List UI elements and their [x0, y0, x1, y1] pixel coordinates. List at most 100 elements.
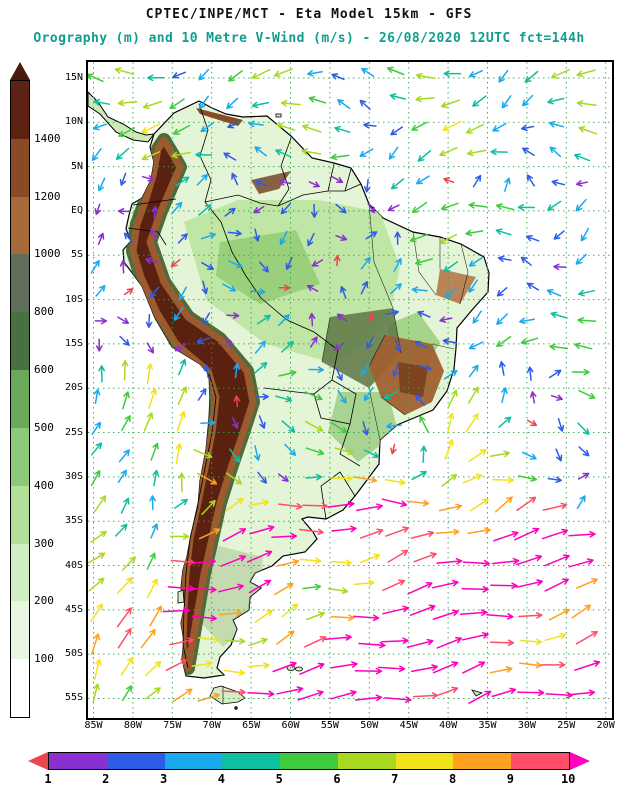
wind-arrow — [93, 495, 107, 513]
orography-colorbar-segment — [11, 254, 29, 313]
wind-arrow — [417, 149, 432, 162]
wind-arrow — [227, 229, 242, 237]
wind-arrow — [467, 386, 479, 404]
wind-arrow — [120, 656, 134, 676]
wind-arrow — [522, 147, 535, 157]
wind-arrow — [221, 688, 246, 696]
orography-scale-label: 100 — [34, 652, 54, 666]
wind-arrow — [496, 335, 512, 347]
wind-arrow — [467, 527, 491, 535]
lat-label: 30S — [64, 470, 83, 482]
wind-arrow — [383, 390, 399, 400]
wind-arrow — [520, 337, 539, 345]
wind-arrow — [116, 607, 132, 628]
wind-arrow — [334, 125, 351, 133]
wind-arrow — [90, 260, 100, 274]
wind-arrow — [233, 395, 241, 408]
wind-arrow — [169, 637, 194, 646]
wind-arrow — [97, 232, 105, 246]
wind-arrow — [412, 692, 439, 699]
wind-arrow — [486, 613, 514, 620]
wind-arrow — [363, 387, 374, 402]
wind-arrow — [278, 369, 297, 377]
wind-arrow — [465, 229, 484, 237]
lon-label: 25W — [557, 720, 576, 731]
wind-colorbar-under-arrow — [28, 752, 48, 770]
wind-arrow — [275, 395, 293, 403]
wind-arrow — [469, 498, 489, 512]
orography-colorbar-segment — [11, 659, 29, 717]
wind-arrow — [225, 637, 246, 645]
wind-arrow — [517, 203, 536, 211]
wind-arrow — [518, 612, 543, 619]
wind-arrow — [191, 614, 217, 622]
wind-arrow — [278, 502, 303, 510]
wind-arrow — [494, 496, 513, 513]
wind-arrow — [178, 286, 188, 301]
orography-scale-label: 1000 — [34, 247, 61, 261]
wind-arrow — [409, 233, 428, 243]
wind-arrow — [178, 472, 186, 493]
wind-arrow — [177, 386, 188, 406]
wind-arrow — [438, 503, 463, 512]
wind-arrow — [88, 577, 105, 592]
orography-colorbar-segment — [11, 312, 29, 371]
wind-arrow — [366, 312, 374, 323]
wind-arrow — [327, 587, 349, 595]
wind-arrow — [162, 607, 191, 614]
wind-arrow — [197, 472, 218, 485]
wind-arrow — [367, 202, 376, 214]
wind-arrow — [306, 285, 319, 292]
wind-arrow — [227, 122, 241, 129]
wind-arrow — [498, 69, 509, 83]
wind-arrow — [490, 148, 508, 156]
wind-arrow — [150, 229, 158, 241]
wind-scale-label: 3 — [159, 772, 168, 786]
wind-arrow — [93, 98, 110, 106]
wind-arrow — [419, 415, 429, 433]
wind-arrow — [461, 632, 489, 641]
wind-arrow — [496, 313, 509, 325]
wind-arrow — [117, 628, 132, 649]
wind-arrow — [548, 120, 565, 128]
wind-colorbar-segment — [106, 753, 165, 769]
wind-arrow — [276, 122, 296, 131]
lat-label: EQ — [70, 204, 83, 216]
wind-arrow — [388, 146, 399, 160]
orography-scale-label: 600 — [34, 363, 54, 377]
wind-arrow — [233, 363, 240, 379]
wind-arrow — [304, 636, 327, 648]
tierra-del-fuego — [209, 685, 246, 705]
wind-arrow — [276, 630, 295, 645]
wind-arrow — [304, 391, 323, 401]
wind-arrow — [553, 230, 565, 240]
wind-arrow — [253, 205, 265, 214]
orography-scale-label: 800 — [34, 305, 54, 319]
wind-arrow — [390, 283, 402, 295]
wind-arrow — [91, 421, 102, 435]
wind-arrow — [189, 558, 216, 566]
wind-arrow — [472, 310, 482, 324]
lon-label: 85W — [84, 720, 103, 731]
wind-arrow — [364, 449, 380, 458]
wind-arrow — [359, 553, 381, 564]
wind-arrow — [297, 690, 324, 701]
wind-arrow — [568, 558, 594, 568]
lon-label: 65W — [242, 720, 261, 731]
wind-arrow — [299, 662, 325, 675]
wind-arrow — [324, 634, 352, 641]
wind-arrow — [358, 641, 386, 649]
wind-arrow — [442, 120, 462, 132]
wind-arrow — [247, 662, 270, 669]
wind-arrow — [117, 207, 131, 215]
wind-arrow — [91, 148, 102, 161]
wind-arrow — [390, 443, 397, 455]
wind-arrow — [354, 476, 378, 484]
wind-arrow — [387, 204, 400, 212]
wind-arrow — [118, 127, 136, 137]
wind-arrow — [309, 336, 318, 348]
wind-arrow — [121, 360, 129, 381]
wind-arrow — [308, 312, 316, 327]
wind-arrow — [146, 578, 158, 599]
lon-label: 50W — [360, 720, 379, 731]
